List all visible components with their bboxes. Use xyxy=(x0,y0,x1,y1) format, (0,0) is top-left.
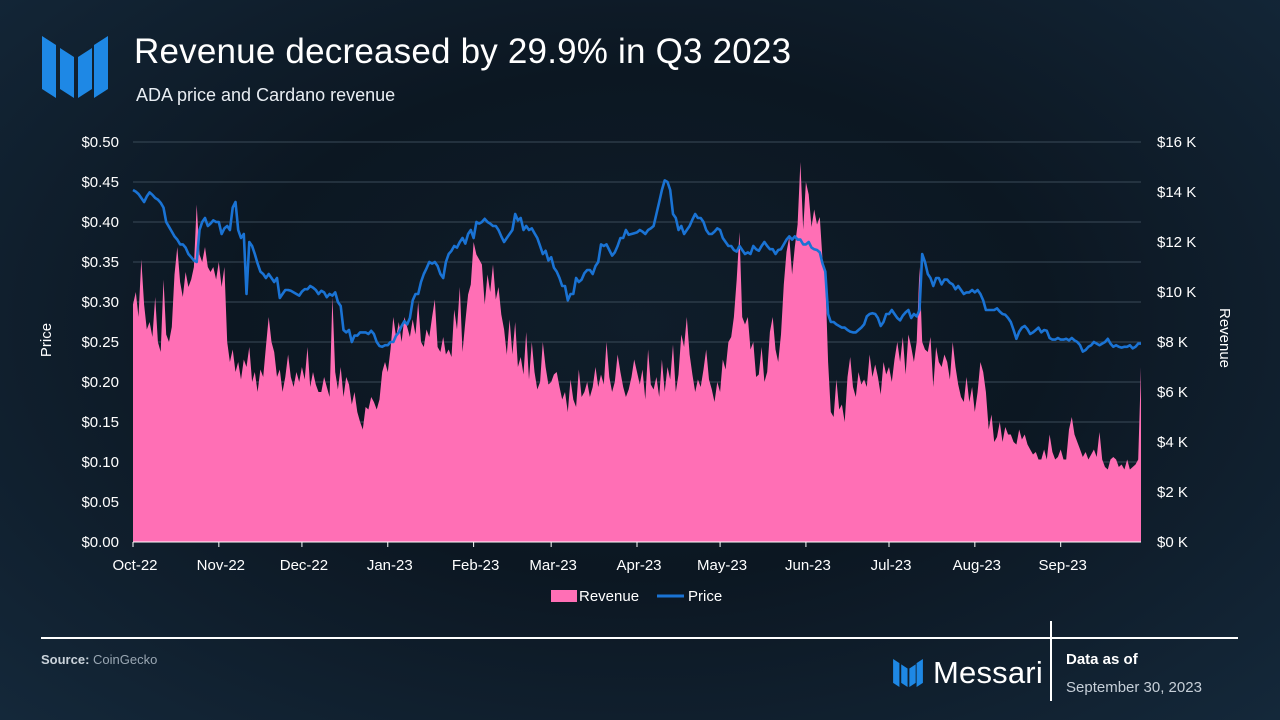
left-tick-label: $0.50 xyxy=(81,134,119,151)
right-tick-label: $0 K xyxy=(1157,534,1188,551)
footer-divider xyxy=(41,637,1238,639)
legend: Revenue Price xyxy=(551,588,722,605)
messari-brand-icon xyxy=(893,659,923,687)
left-axis: $0.00 $0.05 $0.10 $0.15 $0.20 $0.25 $0.30 $0.35… xyxy=(81,134,119,551)
source-label: Source: xyxy=(41,652,90,667)
right-tick-label: $4 K xyxy=(1157,434,1188,451)
x-tick-label: Feb-23 xyxy=(452,557,500,574)
left-tick-label: $0.40 xyxy=(81,214,119,231)
brand-name: Messari xyxy=(933,655,1043,690)
legend-revenue-label: Revenue xyxy=(579,588,639,605)
right-tick-label: $8 K xyxy=(1157,334,1188,351)
left-tick-label: $0.00 xyxy=(81,534,119,551)
x-tick-label: Oct-22 xyxy=(112,557,157,574)
source-note: Source: CoinGecko xyxy=(41,652,157,667)
right-tick-label: $10 K xyxy=(1157,284,1196,301)
right-axis-label: Revenue xyxy=(1216,308,1233,368)
legend-revenue-swatch xyxy=(551,590,577,602)
left-tick-label: $0.05 xyxy=(81,494,119,511)
right-tick-label: $16 K xyxy=(1157,134,1196,151)
x-tick-label: Nov-22 xyxy=(197,557,245,574)
right-tick-label: $2 K xyxy=(1157,484,1188,501)
legend-price-label: Price xyxy=(688,588,722,605)
messari-logo-icon xyxy=(42,36,108,98)
right-tick-label: $6 K xyxy=(1157,384,1188,401)
chart-title: Revenue decreased by 29.9% in Q3 2023 xyxy=(134,32,792,71)
right-axis: $0 K $2 K $4 K $6 K $8 K $10 K $12 K $14 K $16 K xyxy=(1157,134,1196,551)
x-tick-label: May-23 xyxy=(697,557,747,574)
right-tick-label: $14 K xyxy=(1157,184,1196,201)
x-axis: Oct-22 Nov-22 Dec-22 Jan-23 Feb-23 Mar-23 Apr-… xyxy=(112,541,1141,574)
left-tick-label: $0.30 xyxy=(81,294,119,311)
data-as-of-date: September 30, 2023 xyxy=(1066,679,1202,696)
x-tick-label: Dec-22 xyxy=(280,557,328,574)
chart-subtitle: ADA price and Cardano revenue xyxy=(136,85,396,105)
price-line xyxy=(132,179,1141,353)
x-tick-label: Sep-23 xyxy=(1039,557,1087,574)
left-tick-label: $0.45 xyxy=(81,174,119,191)
left-tick-label: $0.15 xyxy=(81,414,119,431)
left-tick-label: $0.20 xyxy=(81,374,119,391)
x-tick-label: Mar-23 xyxy=(529,557,577,574)
right-tick-label: $12 K xyxy=(1157,234,1196,251)
left-tick-label: $0.25 xyxy=(81,334,119,351)
left-tick-label: $0.10 xyxy=(81,454,119,471)
brand: Messari xyxy=(893,655,1043,691)
footer-vertical-divider xyxy=(1050,621,1052,701)
data-as-of-label: Data as of xyxy=(1066,651,1138,668)
revenue-area xyxy=(133,162,1141,542)
source-value: CoinGecko xyxy=(93,652,158,667)
left-axis-label: Price xyxy=(38,323,55,357)
x-tick-label: Apr-23 xyxy=(616,557,661,574)
left-tick-label: $0.35 xyxy=(81,254,119,271)
chart: $0.00 $0.05 $0.10 $0.15 $0.20 $0.25 $0.30 $0.35… xyxy=(38,134,1233,605)
x-tick-label: Jul-23 xyxy=(871,557,912,574)
x-tick-label: Jan-23 xyxy=(367,557,413,574)
x-tick-label: Jun-23 xyxy=(785,557,831,574)
x-tick-label: Aug-23 xyxy=(953,557,1001,574)
